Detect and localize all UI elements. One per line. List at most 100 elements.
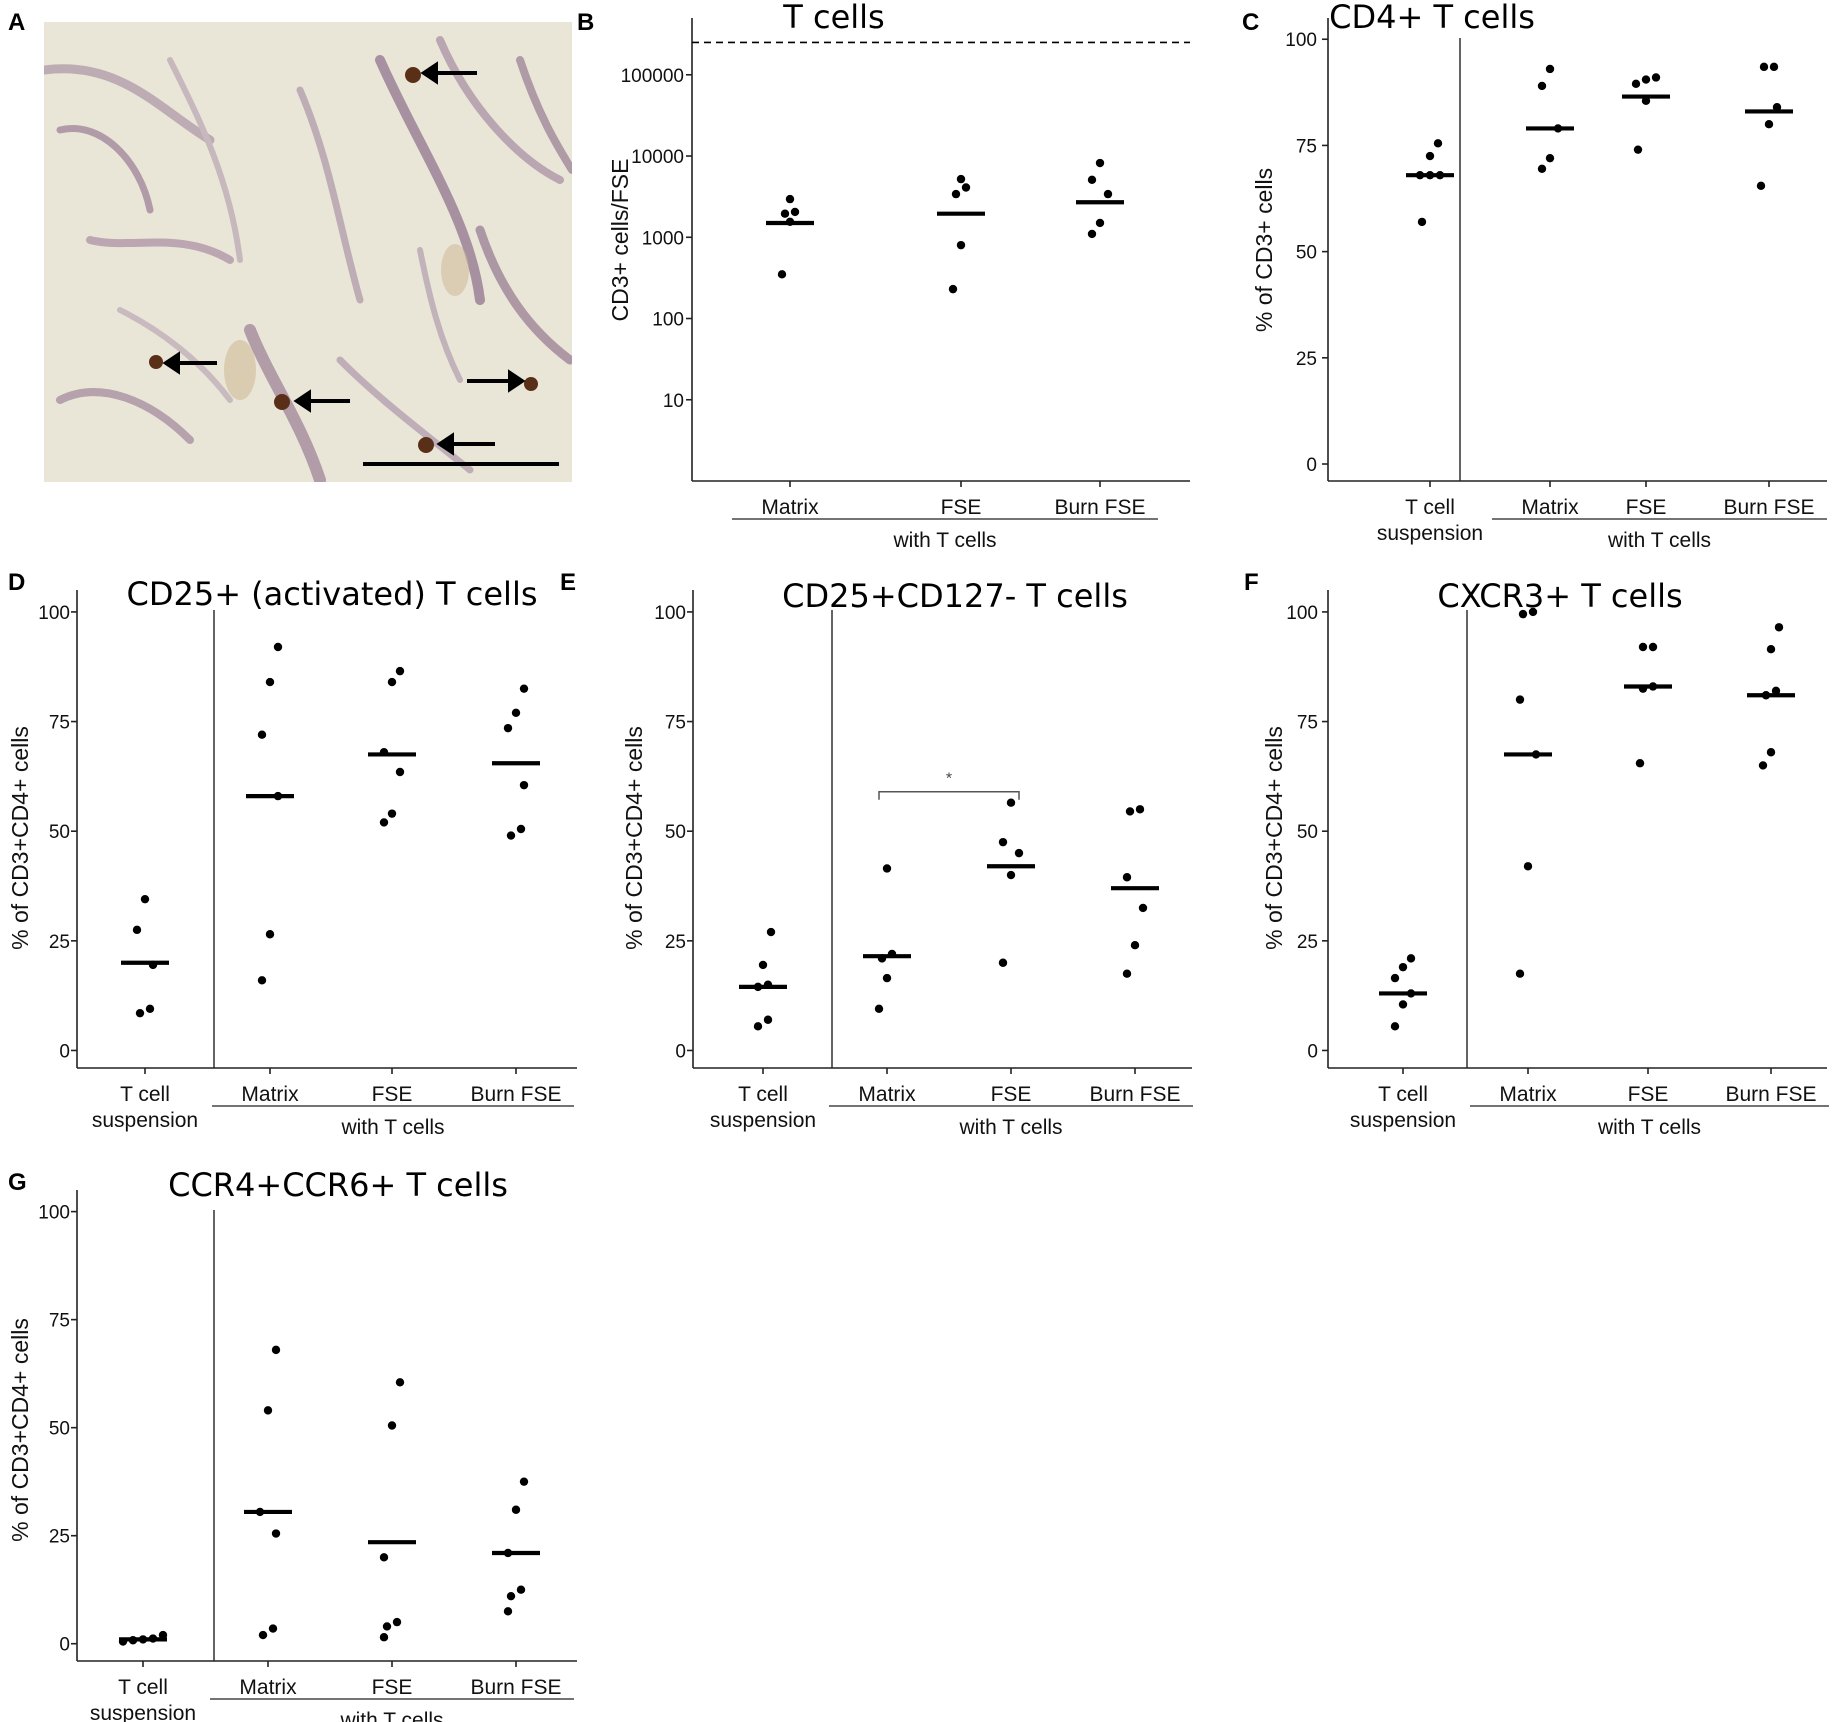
x-category-label: T cell suspension <box>92 1083 198 1132</box>
x-category-label-line: T cell <box>118 1676 168 1699</box>
data-point <box>257 730 267 739</box>
data-point <box>273 642 283 652</box>
data-point <box>503 1607 513 1616</box>
data-point <box>519 684 529 693</box>
chart-title: T cells <box>782 0 884 36</box>
y-tick-label: 50 <box>1297 822 1318 843</box>
y-tick-label: 0 <box>675 1041 686 1062</box>
x-category-label: FSE <box>372 1083 413 1106</box>
data-point <box>766 927 776 937</box>
x-category-label: Burn FSE <box>1089 1083 1180 1106</box>
y-tick-label: 100000 <box>621 66 684 87</box>
data-point <box>395 666 405 676</box>
y-tick-label: 100 <box>38 1203 70 1224</box>
y-tick-label: 0 <box>59 1041 70 1062</box>
x-category-label-line: FSE <box>991 1083 1032 1106</box>
data-point <box>1006 870 1016 880</box>
data-point <box>1631 79 1641 89</box>
histology-micrograph <box>44 22 572 482</box>
x-category-label: FSE <box>372 1676 413 1699</box>
y-tick-label: 50 <box>49 822 70 843</box>
y-tick-label: 75 <box>49 1311 70 1332</box>
panel-g: G CCR4+CCR6+ T cells % of CD3+CD4+ cells 0 2… <box>7 1166 577 1722</box>
panel-f: F CXCR3+ T cells % of CD3+CD4+ cells 0 25 50 7… <box>1244 569 1829 1139</box>
chart-title: CD25+ (activated) T cells <box>126 575 537 613</box>
x-category-label: Matrix <box>1499 1083 1557 1106</box>
data-point <box>1087 229 1097 239</box>
data-point <box>1390 973 1400 983</box>
data-point <box>392 1617 402 1627</box>
y-axis-label: % of CD3+CD4+ cells <box>7 1318 33 1542</box>
panel-letter-c: C <box>1242 9 1259 36</box>
y-tick-label: 75 <box>49 713 70 734</box>
x-category-label-line: suspension <box>710 1109 816 1132</box>
data-point <box>387 1421 397 1430</box>
y-tick-label: 25 <box>1297 932 1318 953</box>
data-point <box>1641 75 1651 84</box>
y-tick-label: 75 <box>665 713 686 734</box>
data-point <box>998 958 1008 967</box>
data-point <box>379 818 389 827</box>
x-category-label-line: FSE <box>372 1083 413 1106</box>
y-tick-label: 100 <box>1286 603 1318 624</box>
y-tick-label: 0 <box>1307 1041 1318 1062</box>
data-point <box>379 1553 389 1562</box>
data-point <box>1095 158 1105 168</box>
stained-cells <box>149 67 538 453</box>
y-axis-label: % of CD3+ cells <box>1251 168 1277 332</box>
data-point <box>1537 164 1547 173</box>
y-tick-label: 75 <box>1296 136 1317 157</box>
x-category-label: Burn FSE <box>470 1676 561 1699</box>
data-point <box>758 960 768 970</box>
x-category-label-line: Matrix <box>1499 1083 1557 1106</box>
data-point <box>1635 759 1645 768</box>
data-point <box>785 194 795 204</box>
data-point <box>135 1008 145 1018</box>
y-tick-label: 0 <box>1306 455 1317 476</box>
data-point <box>961 183 971 192</box>
panel-letter-a: A <box>8 9 25 36</box>
x-category-label: FSE <box>941 496 982 519</box>
x-category-label-line: FSE <box>941 496 982 519</box>
x-category-label-line: suspension <box>92 1109 198 1132</box>
data-point <box>1523 862 1533 871</box>
x-category-label: T cell suspension <box>710 1083 816 1132</box>
y-axis-label: % of CD3+CD4+ cells <box>621 726 647 950</box>
data-point <box>1138 903 1148 913</box>
data-point <box>1518 609 1528 619</box>
data-point <box>763 1015 773 1024</box>
y-tick-label: 1000 <box>642 228 684 249</box>
data-point <box>874 1004 884 1013</box>
y-tick-label: 100 <box>654 603 686 624</box>
y-tick-label: 75 <box>1297 713 1318 734</box>
data-point <box>1771 686 1781 696</box>
data-point <box>387 677 397 687</box>
data-point <box>257 976 267 985</box>
x-category-label-line: FSE <box>1626 496 1667 519</box>
data-point <box>158 1630 168 1640</box>
data-point <box>1390 1022 1400 1031</box>
data-point <box>777 270 787 279</box>
data-point <box>379 1633 389 1642</box>
data-point <box>387 809 397 818</box>
data-point <box>1014 848 1024 858</box>
panel-letter-f: F <box>1244 569 1259 596</box>
x-category-label-line: Matrix <box>1521 496 1579 519</box>
data-point <box>1125 807 1135 816</box>
data-point <box>503 723 513 733</box>
x-category-label-line: Matrix <box>241 1083 299 1106</box>
data-point <box>1772 103 1782 112</box>
x-category-label-line: Burn FSE <box>1054 496 1145 519</box>
data-point <box>780 209 790 218</box>
x-category-label-line: FSE <box>372 1676 413 1699</box>
y-axis-label: % of CD3+CD4+ cells <box>7 726 33 950</box>
data-point <box>1766 645 1776 654</box>
group-label: with T cells <box>1597 1116 1701 1139</box>
data-point <box>519 780 529 790</box>
x-category-label-line: suspension <box>1377 522 1483 545</box>
data-point <box>506 1591 516 1601</box>
data-point <box>1515 969 1525 978</box>
x-category-label-line: Matrix <box>239 1676 297 1699</box>
data-point <box>271 1345 281 1355</box>
